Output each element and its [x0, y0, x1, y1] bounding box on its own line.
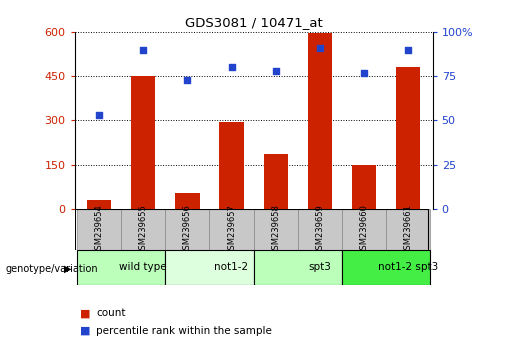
Bar	[308, 33, 332, 209]
Bar	[77, 250, 165, 285]
Bar	[298, 209, 342, 250]
Text: GSM239657: GSM239657	[227, 204, 236, 255]
Text: spt3: spt3	[308, 262, 331, 272]
Text: genotype/variation: genotype/variation	[5, 264, 98, 274]
Bar	[121, 209, 165, 250]
Bar	[264, 154, 288, 209]
Bar	[175, 193, 199, 209]
Text: ■: ■	[80, 308, 90, 318]
Point	[95, 112, 103, 118]
Text: percentile rank within the sample: percentile rank within the sample	[96, 326, 272, 336]
Text: GSM239654: GSM239654	[94, 204, 104, 255]
Text: GSM239659: GSM239659	[315, 204, 324, 255]
Bar	[165, 250, 253, 285]
Bar	[342, 209, 386, 250]
Bar	[165, 209, 210, 250]
Bar	[253, 209, 298, 250]
Point	[316, 45, 324, 51]
Text: wild type: wild type	[119, 262, 167, 272]
Bar	[342, 250, 431, 285]
Point	[271, 68, 280, 74]
Point	[183, 77, 192, 82]
Bar	[131, 76, 156, 209]
Text: not1-2 spt3: not1-2 spt3	[378, 262, 438, 272]
Point	[404, 47, 413, 52]
Text: GSM239661: GSM239661	[404, 204, 413, 255]
Text: ■: ■	[80, 326, 90, 336]
Bar	[253, 250, 342, 285]
Bar	[352, 165, 376, 209]
Bar	[396, 67, 420, 209]
Point	[228, 64, 236, 70]
Text: GSM239660: GSM239660	[359, 204, 369, 255]
Bar	[77, 209, 121, 250]
Bar	[219, 122, 244, 209]
Text: GSM239656: GSM239656	[183, 204, 192, 255]
Point	[360, 70, 368, 75]
Bar	[87, 200, 111, 209]
Text: GSM239658: GSM239658	[271, 204, 280, 255]
Title: GDS3081 / 10471_at: GDS3081 / 10471_at	[185, 16, 322, 29]
Text: ▶: ▶	[64, 264, 72, 274]
Bar	[386, 209, 431, 250]
Bar	[210, 209, 253, 250]
Text: GSM239655: GSM239655	[139, 204, 148, 255]
Point	[139, 47, 147, 52]
Text: count: count	[96, 308, 126, 318]
Text: not1-2: not1-2	[214, 262, 249, 272]
